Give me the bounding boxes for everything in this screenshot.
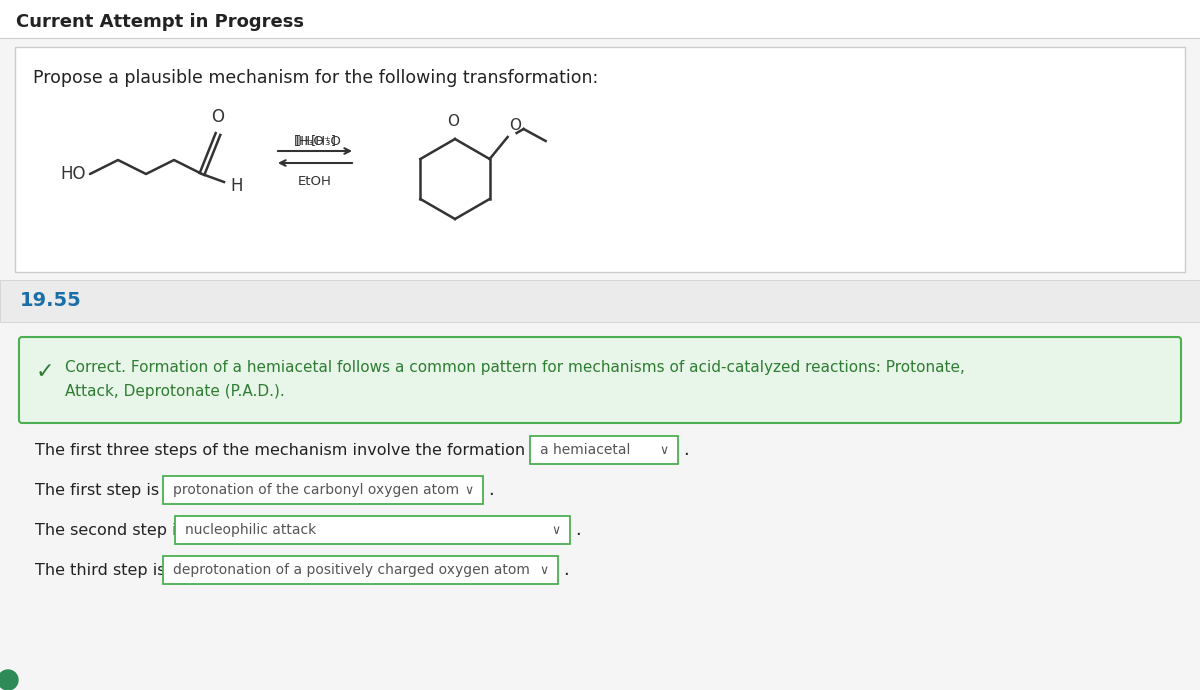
- Text: The second step is: The second step is: [35, 522, 185, 538]
- Text: a hemiacetal: a hemiacetal: [540, 443, 630, 457]
- FancyBboxPatch shape: [163, 476, 482, 504]
- Text: HO: HO: [60, 165, 86, 183]
- Text: EtOH: EtOH: [298, 175, 332, 188]
- Text: nucleophilic attack: nucleophilic attack: [185, 523, 317, 537]
- Text: The first step is: The first step is: [35, 482, 160, 497]
- FancyBboxPatch shape: [163, 556, 558, 584]
- Text: ∨: ∨: [464, 484, 474, 497]
- Text: Propose a plausible mechanism for the following transformation:: Propose a plausible mechanism for the fo…: [34, 69, 599, 87]
- Text: O: O: [446, 114, 458, 129]
- Text: H: H: [230, 177, 242, 195]
- Text: ∨: ∨: [552, 524, 560, 538]
- Text: [H₃O: [H₃O: [311, 135, 342, 148]
- Text: Current Attempt in Progress: Current Attempt in Progress: [16, 13, 304, 31]
- FancyBboxPatch shape: [14, 47, 1186, 272]
- Text: O: O: [211, 108, 224, 126]
- Text: protonation of the carbonyl oxygen atom: protonation of the carbonyl oxygen atom: [173, 483, 460, 497]
- FancyBboxPatch shape: [19, 337, 1181, 423]
- Text: 19.55: 19.55: [20, 291, 82, 310]
- Text: [H₃O⁺]: [H₃O⁺]: [294, 135, 336, 148]
- Text: ✓: ✓: [36, 362, 54, 382]
- Text: deprotonation of a positively charged oxygen atom: deprotonation of a positively charged ox…: [173, 563, 530, 577]
- Text: ∨: ∨: [540, 564, 548, 578]
- Text: .: .: [683, 441, 689, 459]
- Text: .: .: [563, 561, 569, 579]
- FancyBboxPatch shape: [175, 516, 570, 544]
- FancyBboxPatch shape: [0, 280, 1200, 322]
- Circle shape: [0, 670, 18, 690]
- Text: Correct. Formation of a hemiacetal follows a common pattern for mechanisms of ac: Correct. Formation of a hemiacetal follo…: [65, 360, 965, 375]
- FancyBboxPatch shape: [530, 436, 678, 464]
- FancyBboxPatch shape: [0, 0, 1200, 38]
- Text: The first three steps of the mechanism involve the formation of: The first three steps of the mechanism i…: [35, 442, 546, 457]
- Text: .: .: [575, 521, 581, 539]
- Text: Attack, Deprotonate (P.A.D.).: Attack, Deprotonate (P.A.D.).: [65, 384, 284, 399]
- Text: ∨: ∨: [660, 444, 668, 457]
- Text: The third step is: The third step is: [35, 562, 166, 578]
- Text: .: .: [488, 481, 493, 499]
- Text: [H: [H: [296, 135, 311, 148]
- FancyBboxPatch shape: [0, 322, 1200, 690]
- Text: O: O: [509, 118, 521, 133]
